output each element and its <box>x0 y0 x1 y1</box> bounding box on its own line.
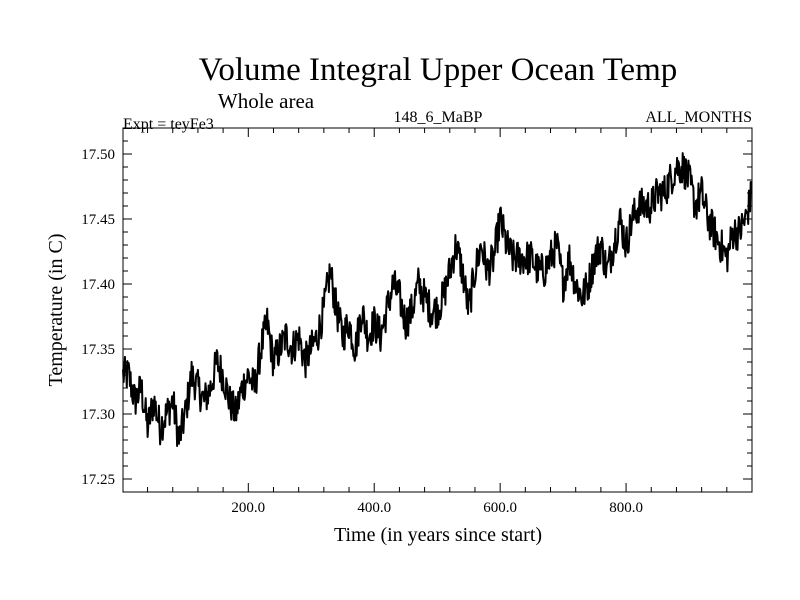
y-tick-label: 17.25 <box>81 472 115 488</box>
y-tick-label: 17.45 <box>81 212 115 228</box>
chart-title: Volume Integral Upper Ocean Temp <box>199 52 677 88</box>
series-line <box>122 152 753 447</box>
y-tick-label: 17.50 <box>81 147 115 163</box>
y-tick-label: 17.35 <box>81 342 115 358</box>
y-tick-label: 17.40 <box>81 277 115 293</box>
expt-label: Expt = teyFe3 <box>123 116 214 133</box>
right-label: ALL_MONTHS <box>645 109 752 126</box>
x-tick-label: 800.0 <box>609 500 643 516</box>
tick-group <box>123 127 752 493</box>
chart-subtitle: Whole area <box>218 89 315 113</box>
tick-label-group: 200.0 400.0 600.0 800.0 17.25 17.30 17.35 17.40… <box>81 147 643 516</box>
x-tick-label: 200.0 <box>231 500 265 516</box>
center-label: 148_6_MaBP <box>394 109 483 126</box>
x-axis-label: Time (in years since start) <box>334 524 542 546</box>
y-axis-label: Temperature (in C) <box>45 234 67 387</box>
x-tick-label: 600.0 <box>483 500 517 516</box>
x-tick-label: 400.0 <box>357 500 391 516</box>
y-tick-label: 17.30 <box>81 407 115 423</box>
